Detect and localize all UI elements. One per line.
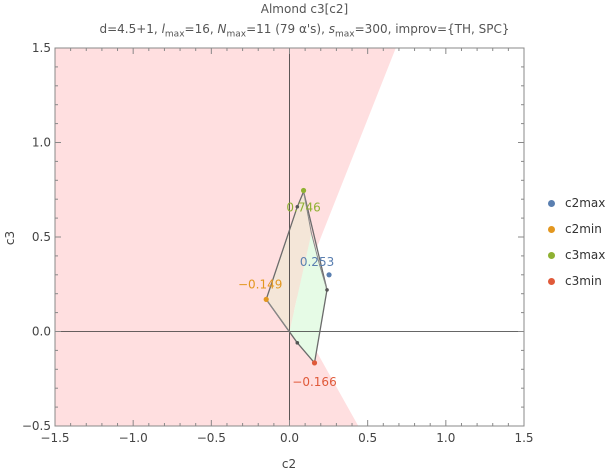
subtitle-part: =16, — [184, 22, 218, 36]
region-vertex — [325, 288, 329, 292]
legend-label: c3max — [565, 248, 606, 262]
subtitle-symbol: l — [161, 22, 165, 36]
region-inner-line — [303, 191, 328, 291]
point-c3min — [311, 360, 318, 366]
subtitle-part: =300, improv={TH, SPC} — [354, 22, 510, 36]
x-tick-label: −0.5 — [197, 431, 226, 445]
region-inner-line — [265, 299, 290, 332]
region-vertex — [295, 204, 300, 209]
x-axis-label: c2 — [282, 457, 296, 471]
chart-title: Almond c3[c2] — [260, 2, 349, 16]
region-vertex — [295, 341, 300, 345]
x-tick-label: 1.5 — [514, 431, 533, 445]
data-label-c3max: 0.746 — [286, 201, 320, 215]
y-tick-label: 1.5 — [32, 41, 51, 55]
allowed-subregion — [289, 233, 327, 363]
legend-marker — [548, 277, 555, 285]
legend-label: c2max — [565, 196, 606, 210]
legend-marker — [548, 251, 555, 259]
subtitle-subscript: max — [226, 29, 247, 40]
subtitle-symbol: s — [328, 22, 336, 36]
legend-item-c2min: c2min — [548, 216, 605, 242]
y-tick-label: 1.0 — [32, 136, 51, 150]
legend-marker — [548, 225, 555, 233]
subtitle-symbol: N — [217, 22, 227, 36]
y-tick-label: 0.0 — [32, 325, 51, 339]
excluded-region — [55, 48, 396, 426]
data-label-c2max: 0.253 — [300, 255, 334, 269]
subtitle-part: =11 (79 α's), — [246, 22, 329, 36]
x-tick-label: 1.0 — [436, 431, 455, 445]
y-tick-label: 0.5 — [32, 230, 51, 244]
y-tick-label: −0.5 — [22, 419, 51, 433]
point-c2min — [263, 296, 269, 302]
allowed-subregion — [266, 191, 312, 332]
legend-item-c3min: c3min — [548, 268, 605, 294]
legend: c2max c2min c3max c3min — [548, 190, 605, 294]
subtitle-subscript: max — [164, 29, 185, 40]
legend-marker — [548, 199, 555, 207]
point-c2max — [326, 272, 332, 278]
legend-label: c2min — [565, 222, 602, 236]
x-tick-label: −1.5 — [40, 431, 69, 445]
chart-subtitle: d=4.5+1, lmax=16, Nmax=11 (79 α's), smax… — [0, 22, 609, 39]
legend-label: c3min — [565, 274, 602, 288]
data-label-c3min: −0.166 — [292, 375, 336, 389]
subtitle-part: d=4.5+1, — [99, 22, 162, 36]
data-label-c2min: −0.149 — [238, 277, 282, 291]
x-tick-label: 0.5 — [358, 431, 377, 445]
y-axis-label: c3 — [3, 231, 17, 245]
subtitle-subscript: max — [335, 29, 355, 40]
x-tick-label: 0.0 — [280, 431, 299, 445]
legend-item-c3max: c3max — [548, 242, 605, 268]
legend-item-c2max: c2max — [548, 190, 605, 216]
point-c3max — [300, 187, 307, 194]
x-tick-label: −1.0 — [119, 431, 148, 445]
